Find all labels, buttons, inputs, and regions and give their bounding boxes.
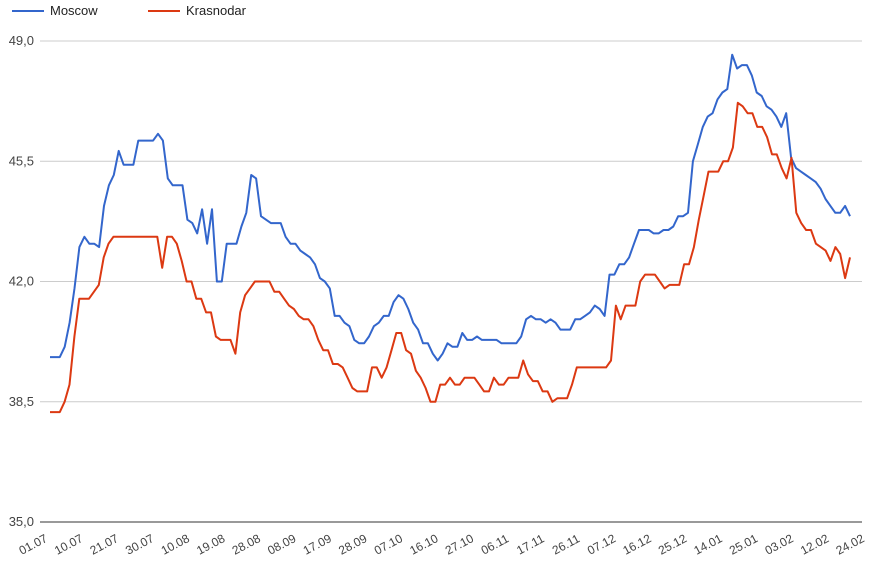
legend-item-krasnodar[interactable]: Krasnodar <box>148 3 247 18</box>
y-tick-label: 38,5 <box>9 394 34 409</box>
x-tick-label: 27.10 <box>443 531 476 558</box>
legend-item-moscow[interactable]: Moscow <box>12 3 98 18</box>
x-tick-label: 28.09 <box>336 531 369 558</box>
legend-label-moscow: Moscow <box>50 3 98 18</box>
x-tick-label: 06.11 <box>479 531 512 557</box>
x-tick-label: 25.12 <box>656 531 689 558</box>
x-tick-label: 30.07 <box>123 531 156 558</box>
x-tick-label: 24.02 <box>834 531 867 558</box>
x-tick-label: 16.12 <box>620 531 653 558</box>
x-tick-label: 28.08 <box>230 531 263 558</box>
x-tick-label: 14.01 <box>691 531 724 558</box>
y-axis-ticks: 35,0 38,5 42,0 45,5 49,0 <box>9 33 34 529</box>
series-line-moscow[interactable] <box>50 53 851 362</box>
x-axis-ticks: 01.07 10.07 21.07 30.07 10.08 19.08 28.08 08.09… <box>17 531 867 558</box>
x-tick-label: 10.07 <box>52 531 85 558</box>
legend-label-krasnodar: Krasnodar <box>186 3 247 18</box>
y-tick-label: 35,0 <box>9 514 34 529</box>
x-tick-label: 07.12 <box>585 531 618 558</box>
series-line-krasnodar[interactable] <box>50 101 851 414</box>
series-lines <box>50 53 851 414</box>
x-tick-label: 03.02 <box>763 531 796 558</box>
x-tick-label: 10.08 <box>159 531 192 558</box>
x-tick-label: 17.11 <box>514 531 547 557</box>
x-tick-label: 19.08 <box>194 531 227 558</box>
legend: Moscow Krasnodar <box>12 3 247 18</box>
x-tick-label: 12.02 <box>798 531 831 558</box>
x-tick-label: 07.10 <box>372 531 405 558</box>
x-tick-label: 08.09 <box>265 531 298 558</box>
y-tick-label: 49,0 <box>9 33 34 48</box>
x-tick-label: 21.07 <box>88 531 121 558</box>
x-tick-label: 17.09 <box>301 531 334 558</box>
x-tick-label: 26.11 <box>550 531 583 557</box>
x-tick-label: 16.10 <box>407 531 440 558</box>
x-tick-label: 25.01 <box>727 531 760 558</box>
y-tick-label: 45,5 <box>9 153 34 168</box>
x-tick-label: 01.07 <box>17 531 50 558</box>
gridlines <box>40 40 862 523</box>
y-tick-label: 42,0 <box>9 274 34 289</box>
